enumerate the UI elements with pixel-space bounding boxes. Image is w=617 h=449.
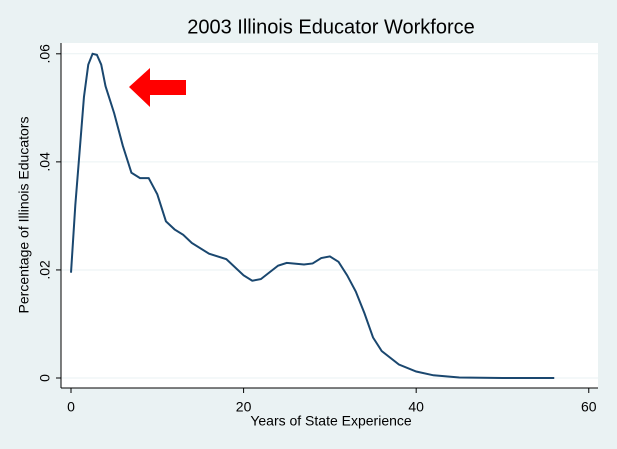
x-tick-label: 60: [581, 399, 597, 415]
x-axis-label: Years of State Experience: [250, 413, 412, 429]
y-tick-label: .04: [37, 152, 53, 172]
x-tick-label: 40: [408, 399, 424, 415]
y-tick-label: .02: [37, 260, 53, 280]
y-axis-label: Percentage of Illinois Educators: [16, 117, 32, 314]
y-tick-label: 0: [37, 374, 53, 382]
density-line: [70, 52, 555, 379]
x-tick-label: 0: [67, 399, 75, 415]
x-tick-label: 20: [236, 399, 252, 415]
arrow-annotation: [129, 68, 186, 107]
plot-area: [61, 43, 598, 388]
y-tick-label: .06: [37, 44, 53, 64]
chart-title: 2003 Illinois Educator Workforce: [187, 16, 475, 38]
